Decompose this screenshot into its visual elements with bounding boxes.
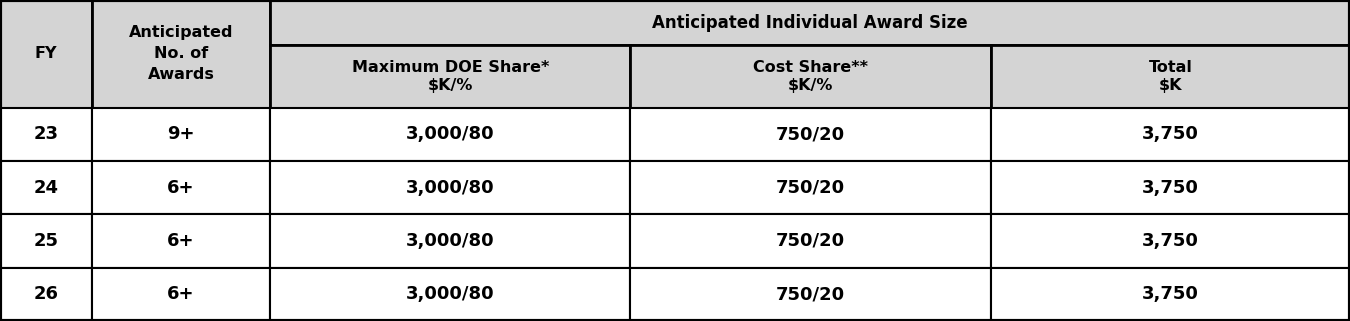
Bar	[270, 268, 630, 321]
Text: 3,750: 3,750	[1142, 232, 1199, 250]
Bar	[270, 45, 630, 108]
Text: 750/20: 750/20	[776, 285, 845, 303]
Bar	[0, 268, 92, 321]
Text: 3,000/80: 3,000/80	[406, 178, 494, 196]
Bar	[630, 45, 991, 108]
Bar	[270, 214, 630, 268]
Text: 25: 25	[34, 232, 58, 250]
Text: Total
$K: Total $K	[1149, 60, 1192, 93]
Text: 3,000/80: 3,000/80	[406, 232, 494, 250]
Text: 24: 24	[34, 178, 58, 196]
Bar	[0, 0, 92, 108]
Bar	[92, 0, 270, 108]
Bar	[270, 0, 1350, 45]
Bar	[991, 268, 1350, 321]
Text: 26: 26	[34, 285, 58, 303]
Bar	[0, 108, 92, 161]
Text: 6+: 6+	[167, 232, 194, 250]
Bar	[630, 214, 991, 268]
Bar	[0, 161, 92, 214]
Bar	[92, 161, 270, 214]
Bar	[92, 268, 270, 321]
Text: 23: 23	[34, 125, 58, 143]
Bar	[991, 45, 1350, 108]
Bar	[630, 268, 991, 321]
Text: Cost Share**
$K/%: Cost Share** $K/%	[753, 60, 868, 93]
Text: 3,000/80: 3,000/80	[406, 285, 494, 303]
Text: 3,750: 3,750	[1142, 125, 1199, 143]
Bar	[92, 108, 270, 161]
Text: 9+: 9+	[167, 125, 194, 143]
Bar	[0, 214, 92, 268]
Bar	[991, 108, 1350, 161]
Text: Anticipated Individual Award Size: Anticipated Individual Award Size	[652, 13, 968, 31]
Bar	[630, 161, 991, 214]
Text: 750/20: 750/20	[776, 125, 845, 143]
Bar	[630, 108, 991, 161]
Bar	[991, 214, 1350, 268]
Bar	[270, 108, 630, 161]
Text: 3,750: 3,750	[1142, 285, 1199, 303]
Text: 750/20: 750/20	[776, 178, 845, 196]
Bar	[991, 161, 1350, 214]
Bar	[270, 161, 630, 214]
Text: 6+: 6+	[167, 285, 194, 303]
Text: 3,750: 3,750	[1142, 178, 1199, 196]
Text: 750/20: 750/20	[776, 232, 845, 250]
Text: Anticipated
No. of
Awards: Anticipated No. of Awards	[128, 25, 234, 82]
Text: 6+: 6+	[167, 178, 194, 196]
Bar	[92, 214, 270, 268]
Text: Maximum DOE Share*
$K/%: Maximum DOE Share* $K/%	[351, 60, 549, 93]
Text: 3,000/80: 3,000/80	[406, 125, 494, 143]
Text: FY: FY	[35, 46, 57, 61]
